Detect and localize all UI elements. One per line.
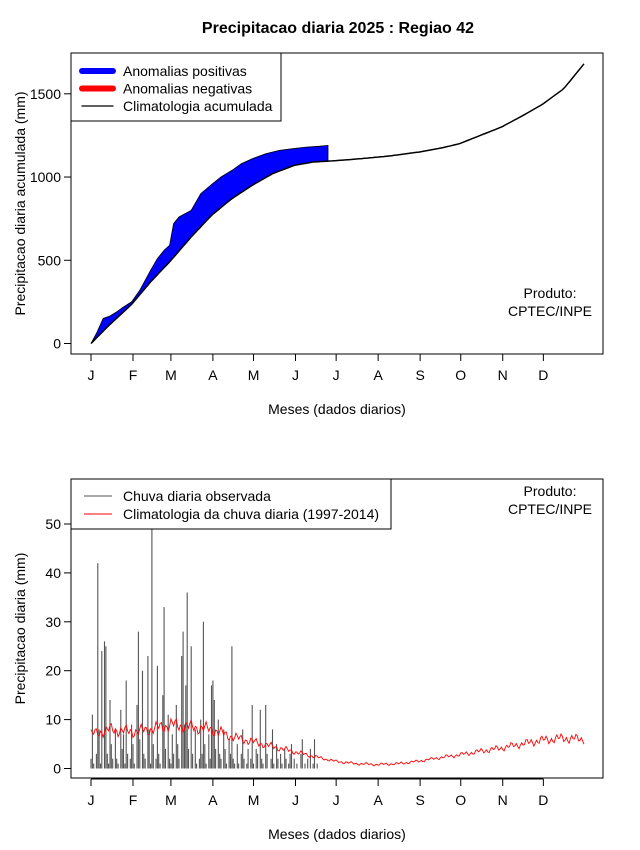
y-tick-label: 0 [53,336,61,352]
x-tick-label: M [248,792,260,808]
x-tick-label: A [208,792,218,808]
x-tick-label: J [333,792,340,808]
y-tick-label: 0 [53,761,61,777]
chart-title: Precipitacao diaria 2025 : Regiao 42 [202,20,474,37]
product-annotation: CPTEC/INPE [508,303,592,319]
y-tick-label: 500 [38,252,62,268]
x-axis-label: Meses (dados diarios) [268,826,406,842]
x-tick-label: N [498,792,508,808]
product-annotation: Produto: [524,483,577,499]
x-tick-label: S [415,367,424,383]
x-tick-label: J [88,367,95,383]
x-tick-label: A [208,367,218,383]
x-tick-label: J [88,792,95,808]
product-annotation: Produto: [524,285,577,301]
y-tick-label: 20 [45,663,61,679]
x-tick-label: D [538,792,548,808]
legend-item-label: Anomalias positivas [123,63,247,79]
climatology-daily-line [90,717,585,767]
y-tick-label: 30 [45,614,61,630]
daily-precipitation-panel: 0 10 20 30 40 50 Precipitacao diaria (mm) J F M A M… [12,478,604,842]
x-tick-label: A [373,792,383,808]
positive-anomaly-area [90,144,329,344]
y-tick-label: 1000 [30,169,61,185]
climatology-cumulative-line [90,63,585,345]
y-axis-label: Precipitacao diaria (mm) [12,553,28,705]
x-tick-label: M [248,367,260,383]
legend-item-label: Climatologia da chuva diaria (1997-2014) [123,506,379,522]
x-tick-label: F [129,792,138,808]
x-tick-label: S [415,792,424,808]
x-axis-label: Meses (dados diarios) [268,401,406,417]
y-tick-label: 50 [45,516,61,532]
legend-daily: Chuva diaria observada Climatologia da ch… [70,478,392,530]
x-tick-label: M [165,792,177,808]
y-tick-label: 10 [45,712,61,728]
product-annotation: CPTEC/INPE [508,501,592,517]
x-tick-label: D [538,367,548,383]
x-tick-label: A [373,367,383,383]
x-tick-label: O [455,367,466,383]
x-tick-label: M [165,367,177,383]
legend-item-label: Climatologia acumulada [123,98,273,114]
legend-item-label: Anomalias negativas [123,81,252,97]
x-tick-label: J [292,792,299,808]
legend-cumulative: Anomalias positivas Anomalias negativasCl… [70,52,282,122]
y-tick-label: 40 [45,565,61,581]
y-tick-label: 1500 [30,86,61,102]
y-axis-label: Precipitacao diaria acumulada (mm) [12,91,28,315]
legend-item-label: Chuva diaria observada [123,488,271,504]
x-tick-label: N [498,367,508,383]
x-tick-label: F [129,367,138,383]
x-tick-label: O [455,792,466,808]
x-tick-label: J [333,367,340,383]
x-tick-label: J [292,367,299,383]
legend-box [70,478,392,530]
